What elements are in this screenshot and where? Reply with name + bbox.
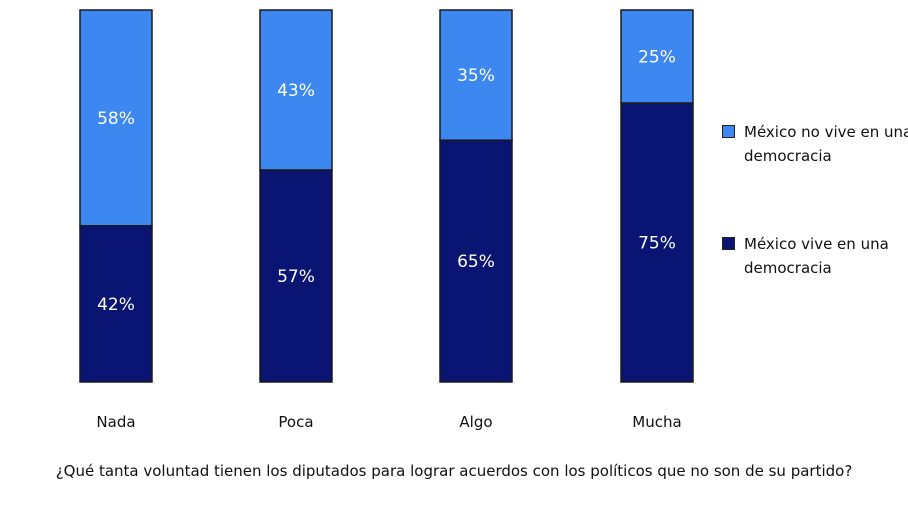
legend-label-no-democracia: México no vive en una democracia bbox=[744, 123, 908, 165]
data-label-nada-series-0: 42% bbox=[97, 295, 135, 315]
data-label-poca-series-1: 43% bbox=[277, 81, 315, 101]
data-label-mucha-series-1: 25% bbox=[638, 48, 676, 68]
x-tick-label-mucha: Mucha bbox=[632, 413, 681, 431]
data-label-nada-series-1: 58% bbox=[97, 109, 135, 129]
data-label-algo-series-1: 35% bbox=[457, 66, 495, 86]
bar-algo-series-0 bbox=[439, 139, 513, 383]
x-tick-label-nada: Nada bbox=[96, 413, 135, 431]
x-tick-label-poca: Poca bbox=[278, 413, 313, 431]
data-label-mucha-series-0: 75% bbox=[638, 234, 676, 254]
x-axis-title: ¿Qué tanta voluntad tienen los diputados… bbox=[55, 462, 853, 480]
bar-mucha-series-1 bbox=[620, 9, 694, 104]
x-tick-label-algo: Algo bbox=[459, 413, 492, 431]
bar-nada-series-0 bbox=[79, 225, 153, 383]
legend-label-democracia: México vive en una democracia bbox=[744, 235, 889, 277]
bar-algo-series-1 bbox=[439, 9, 513, 141]
bar-nada-series-1 bbox=[79, 9, 153, 227]
data-label-algo-series-0: 65% bbox=[457, 252, 495, 272]
data-label-poca-series-0: 57% bbox=[277, 267, 315, 287]
bar-poca-series-1 bbox=[259, 9, 333, 171]
legend-swatch-no-democracia bbox=[722, 125, 735, 138]
legend-swatch-democracia bbox=[722, 237, 735, 250]
